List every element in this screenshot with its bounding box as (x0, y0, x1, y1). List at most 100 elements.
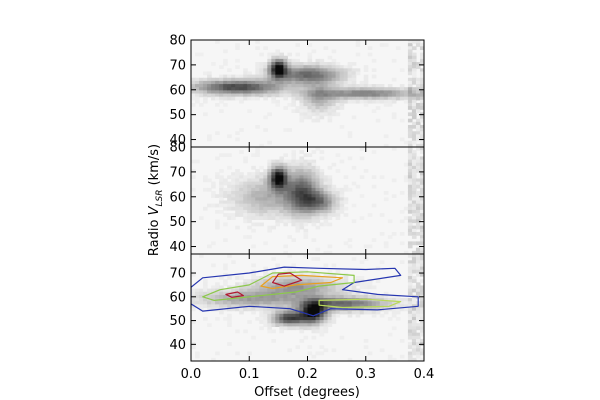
bottom-heat-cell (219, 301, 224, 305)
middle-heat-cell (319, 187, 325, 192)
bottom-heat-cell (307, 313, 313, 318)
bottom-heat-cell (191, 288, 196, 293)
top-heat-cell (271, 93, 276, 98)
top-heat-cell (291, 80, 297, 85)
top-heat-cell (307, 62, 313, 66)
bottom-heat-cell (419, 329, 424, 334)
middle-heat-cell (291, 156, 297, 161)
middle-heat-cell (255, 213, 260, 217)
bottom-heat-cell (347, 310, 353, 315)
bottom-heat-cell (351, 304, 357, 309)
bottom-heat-cell (399, 304, 405, 309)
middle-heat-cell (243, 206, 248, 211)
top-heat-cell (327, 55, 333, 60)
middle-heat-cell (263, 213, 268, 217)
top-heat-cell (407, 80, 413, 85)
bottom-heat-cell (351, 310, 357, 315)
bottom-heat-cell (295, 288, 301, 293)
top-heat-cell (299, 68, 305, 73)
bottom-heat-cell (283, 272, 289, 277)
bottom-heat-cell (275, 294, 280, 299)
top-heat-cell (287, 128, 293, 132)
top-heat-cell (371, 58, 377, 63)
middle-heat-cell (239, 209, 244, 214)
middle-heat-cell (343, 187, 349, 192)
middle-heat-cell (419, 241, 424, 246)
middle-heat-cell (279, 159, 284, 164)
top-heat-cell (211, 93, 216, 98)
bottom-heat-cell (411, 260, 417, 265)
middle-heat-cell (359, 156, 365, 161)
middle-heat-cell (319, 197, 325, 202)
middle-heat-cell (211, 184, 216, 189)
bottom-heat-cell (191, 307, 196, 312)
top-heat-cell (315, 90, 321, 95)
top-heat-cell (295, 93, 301, 98)
middle-heat-cell (283, 165, 289, 170)
bottom-heat-cell (359, 276, 365, 280)
bottom-heat-cell (411, 326, 417, 331)
top-heat-cell (407, 128, 413, 132)
middle-heat-cell (383, 191, 389, 195)
top-heat-cell (263, 80, 268, 85)
bottom-heat-cell (291, 285, 297, 290)
bottom-heat-cell (239, 304, 244, 309)
top-heat-cell (299, 112, 305, 117)
top-heat-cell (275, 102, 280, 107)
bottom-heat-cell (291, 301, 297, 305)
middle-heat-cell (283, 222, 289, 227)
bottom-heat-cell (307, 272, 313, 277)
middle-heat-cell (239, 213, 244, 217)
top-heat-cell (311, 99, 317, 104)
bottom-heat-cell (223, 294, 228, 299)
top-heat-cell (303, 90, 309, 95)
top-heat-cell (323, 93, 329, 98)
top-heat-cell (363, 80, 369, 85)
middle-heat-cell (295, 165, 301, 170)
top-heat-cell (411, 55, 417, 60)
top-heat-cell (303, 112, 309, 117)
middle-heat-cell (271, 216, 276, 220)
top-heat-cell (411, 112, 417, 117)
middle-heat-cell (347, 238, 353, 243)
bottom-heat-cell (315, 282, 321, 287)
middle-heat-cell (311, 165, 317, 170)
middle-heat-cell (251, 153, 256, 158)
bottom-heat-cell (247, 285, 252, 290)
bottom-heat-cell (271, 313, 276, 318)
middle-heat-cell (291, 165, 297, 170)
middle-heat-cell (315, 169, 321, 173)
top-heat-cell (411, 124, 417, 129)
middle-heat-cell (323, 213, 329, 217)
middle-heat-cell (303, 194, 309, 198)
top-heat-cell (199, 80, 204, 85)
bottom-heat-cell (399, 354, 405, 359)
middle-heat-cell (247, 203, 252, 208)
top-heat-cell (203, 84, 208, 88)
top-heat-cell (411, 58, 417, 63)
top-heat-cell (231, 80, 236, 85)
middle-heat-cell (283, 250, 289, 254)
bottom-heat-cell (191, 301, 196, 305)
top-heat-cell (323, 106, 329, 110)
top-heat-cell (415, 90, 421, 95)
middle-heat-cell (243, 191, 248, 195)
middle-heat-cell (251, 197, 256, 202)
bottom-heat-cell (267, 288, 272, 293)
top-heat-cell (219, 77, 224, 82)
middle-heat-cell (287, 165, 293, 170)
bottom-heat-cell (295, 294, 301, 299)
top-heat-cell (351, 96, 357, 101)
bottom-heat-cell (415, 332, 421, 337)
top-heat-cell (211, 80, 216, 85)
bottom-heat-cell (319, 294, 325, 299)
top-heat-cell (387, 87, 393, 91)
middle-heat-cell (251, 209, 256, 214)
middle-heat-cell (267, 225, 272, 230)
bottom-heat-cell (371, 294, 377, 299)
bottom-heat-cell (303, 320, 309, 324)
top-heat-cell (335, 106, 341, 110)
bottom-heat-cell (251, 276, 256, 280)
top-heat-cell (415, 102, 421, 107)
